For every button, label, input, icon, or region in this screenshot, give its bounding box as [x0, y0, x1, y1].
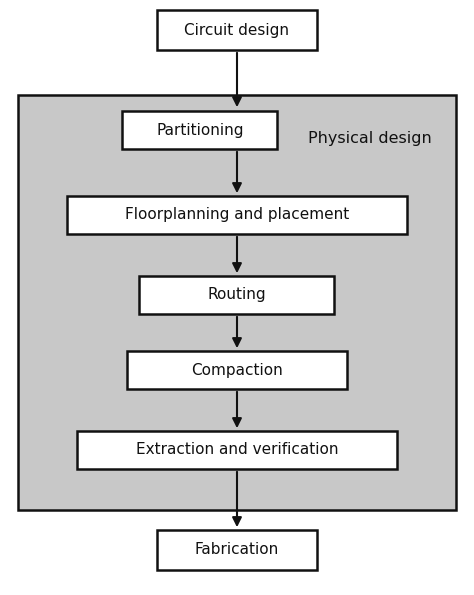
- Bar: [157, 530, 317, 570]
- Text: Floorplanning and placement: Floorplanning and placement: [125, 208, 349, 223]
- Bar: [139, 276, 335, 314]
- Bar: [67, 196, 407, 234]
- Text: Fabrication: Fabrication: [195, 543, 279, 558]
- Text: Extraction and verification: Extraction and verification: [136, 443, 338, 458]
- Text: Compaction: Compaction: [191, 362, 283, 377]
- Bar: [77, 431, 397, 469]
- Text: Physical design: Physical design: [308, 130, 432, 146]
- Bar: [18, 95, 456, 510]
- Bar: [122, 111, 277, 149]
- Text: Partitioning: Partitioning: [156, 123, 244, 137]
- Bar: [127, 351, 347, 389]
- Text: Circuit design: Circuit design: [184, 23, 290, 37]
- Text: Routing: Routing: [208, 287, 266, 302]
- Bar: [157, 10, 317, 50]
